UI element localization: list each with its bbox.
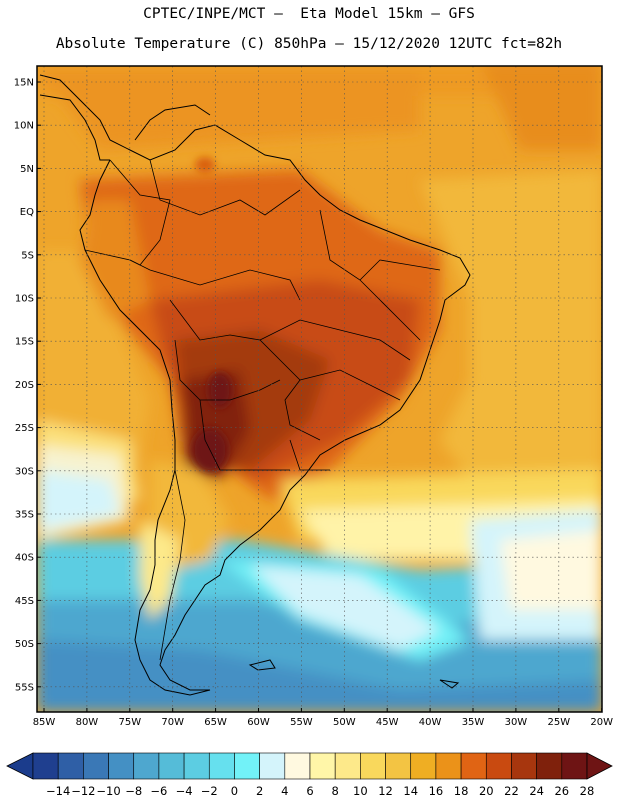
colorbar-label: 6 <box>306 784 313 798</box>
lat-label: 25S <box>15 423 34 434</box>
colorbar-high-arrow <box>586 752 613 780</box>
lat-label: 55S <box>15 682 34 693</box>
lat-label: 50S <box>15 639 34 650</box>
colorbar: −14 −12 −10 −8 −6 −4 −2 0 2 4 6 8 10 12 14 16 18 20 22 24 26… <box>6 752 613 798</box>
lat-label: 15N <box>14 78 34 89</box>
colorbar-swatch <box>57 752 84 780</box>
colorbar-label: 28 <box>580 784 595 798</box>
colorbar-swatch <box>158 752 185 780</box>
colorbar-label: 4 <box>281 784 288 798</box>
colorbar-low-arrow <box>6 752 34 780</box>
colorbar-label: −6 <box>150 784 167 798</box>
lat-label: 5S <box>21 250 34 261</box>
colorbar-label: 18 <box>454 784 469 798</box>
colorbar-label: −2 <box>201 784 218 798</box>
colorbar-swatch <box>360 752 386 780</box>
lon-label: 45W <box>376 717 399 728</box>
country-borders <box>84 159 441 661</box>
colorbar-label: 8 <box>332 784 339 798</box>
colorbar-label: 12 <box>378 784 393 798</box>
lon-label: 20W <box>590 717 613 728</box>
lon-label: 70W <box>161 717 184 728</box>
colorbar-label: 16 <box>429 784 444 798</box>
lon-label: 40W <box>419 717 442 728</box>
colorbar-label: 24 <box>529 784 544 798</box>
colorbar-swatch <box>83 752 109 780</box>
colorbar-swatch <box>485 752 512 780</box>
lon-label: 25W <box>547 717 570 728</box>
colorbar-swatch <box>309 752 336 780</box>
colorbar-swatch <box>385 752 412 780</box>
lat-label: 15S <box>15 337 34 348</box>
colorbar-label: −14 <box>46 784 70 798</box>
lat-label: 10S <box>15 294 34 305</box>
lat-label: 30S <box>15 466 34 477</box>
colorbar-label: 26 <box>554 784 569 798</box>
colorbar-label: 22 <box>504 784 519 798</box>
latitude-labels: 15N 10N 5N EQ 5S 10S 15S 20S 25S 30S 35S 40S 45S 50S 5… <box>14 78 41 693</box>
lat-label: 20S <box>15 380 34 391</box>
colorbar-label: 0 <box>231 784 238 798</box>
coastlines <box>39 74 471 696</box>
colorbar-label: −12 <box>71 784 95 798</box>
colorbar-swatch <box>435 752 462 780</box>
colorbar-label: −4 <box>176 784 193 798</box>
longitude-labels: 85W 80W 75W 70W 65W 60W 55W 50W 45W 40W 35W 30W 25W 2… <box>33 708 613 728</box>
colorbar-swatch <box>108 752 135 780</box>
lat-label: 10N <box>14 121 34 132</box>
colorbar-swatch <box>536 752 563 780</box>
title-line-1: CPTEC/INPE/MCT — Eta Model 15km — GFS <box>143 6 475 22</box>
colorbar-swatch <box>32 752 59 780</box>
lon-label: 75W <box>118 717 141 728</box>
lat-label: 40S <box>15 553 34 564</box>
colorbar-swatch <box>133 752 160 780</box>
colorbar-swatch <box>460 752 487 780</box>
colorbar-swatch <box>234 752 260 780</box>
lat-label: 45S <box>15 596 34 607</box>
colorbar-swatch <box>561 752 588 780</box>
colorbar-label: −8 <box>125 784 142 798</box>
colorbar-swatch <box>511 752 537 780</box>
colorbar-swatch <box>183 752 210 780</box>
title-line-2: Absolute Temperature (C) 850hPa — 15/12/… <box>55 36 563 52</box>
lon-label: 30W <box>505 717 528 728</box>
colorbar-swatch <box>410 752 437 780</box>
lat-label: EQ <box>20 207 34 218</box>
lat-label: 5N <box>20 164 34 175</box>
lon-label: 85W <box>33 717 56 728</box>
colorbar-label: 20 <box>479 784 494 798</box>
lon-label: 60W <box>247 717 270 728</box>
lon-label: 50W <box>333 717 356 728</box>
lon-label: 35W <box>462 717 485 728</box>
colorbar-swatch <box>259 752 286 780</box>
map-frame <box>36 65 603 713</box>
colorbar-label: 14 <box>403 784 418 798</box>
lat-label: 35S <box>15 510 34 521</box>
lon-label: 80W <box>76 717 99 728</box>
colorbar-label: −10 <box>96 784 120 798</box>
colorbar-swatch <box>284 752 311 780</box>
lon-label: 55W <box>290 717 313 728</box>
lon-label: 65W <box>204 717 227 728</box>
colorbar-label: 10 <box>353 784 368 798</box>
colorbar-swatch <box>208 752 235 780</box>
colorbar-label: 2 <box>256 784 263 798</box>
temperature-field <box>37 66 602 712</box>
colorbar-swatch <box>334 752 361 780</box>
